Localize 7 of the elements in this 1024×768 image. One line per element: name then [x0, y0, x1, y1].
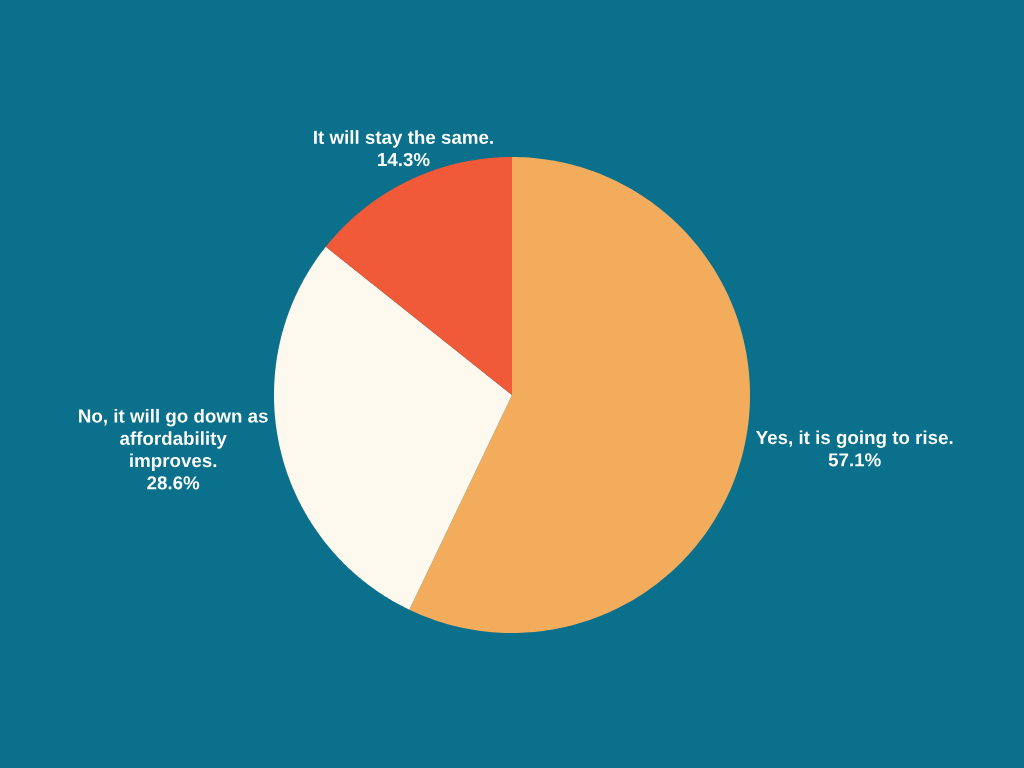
slice-label: No, it will go down as affordability improves. [79, 408, 268, 471]
pie-slice [274, 246, 512, 610]
slice-label: Yes, it is going to rise. [756, 430, 953, 448]
data-label: 14.3% [378, 152, 430, 167]
data-label: 57.1% [828, 453, 881, 467]
data-label: 28.6% [147, 476, 200, 490]
slice-label: It will stay the same. [314, 130, 493, 148]
